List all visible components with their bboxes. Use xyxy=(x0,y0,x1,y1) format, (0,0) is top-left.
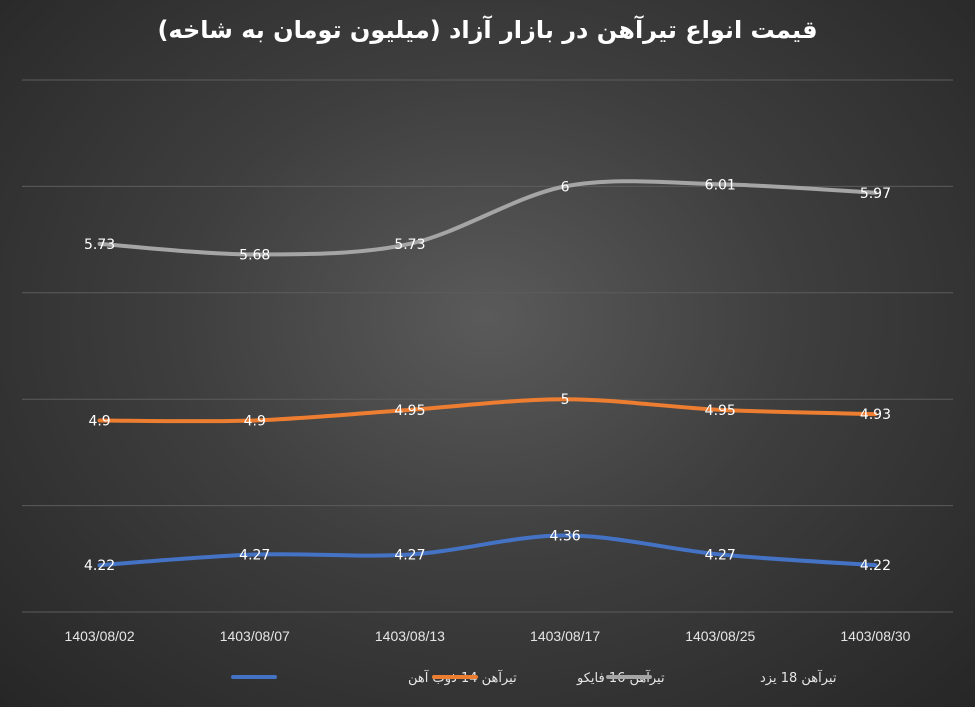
gridlines xyxy=(22,79,953,613)
data-label: 4.93 xyxy=(860,407,891,423)
data-label: 4.27 xyxy=(705,548,736,564)
series-line-3 xyxy=(97,179,878,257)
x-tick-label: 1403/08/25 xyxy=(685,628,755,644)
data-label: 4.9 xyxy=(244,413,266,429)
x-tick-label: 1403/08/13 xyxy=(375,628,445,644)
data-label: 5 xyxy=(561,392,570,408)
series-lines xyxy=(97,179,878,568)
data-label: 5.73 xyxy=(394,237,425,253)
data-label: 6.01 xyxy=(705,177,736,193)
x-tick-label: 1403/08/17 xyxy=(530,628,600,644)
data-label: 4.27 xyxy=(394,548,425,564)
data-labels: 4.22 4.27 4.27 4.36 4.27 4.22 4.9 4.9 4.95 5 4.95 4… xyxy=(84,177,891,574)
x-tick-label: 1403/08/30 xyxy=(840,628,910,644)
legend-label: تیرآهن 18 یزد xyxy=(760,669,837,686)
data-label: 5.68 xyxy=(239,247,270,263)
x-tick-label: 1403/08/02 xyxy=(65,628,135,644)
legend-item-3: تیرآهن 18 یزد xyxy=(606,669,837,686)
data-label: 5.97 xyxy=(860,186,891,202)
x-tick-label: 1403/08/07 xyxy=(220,628,290,644)
data-label: 4.95 xyxy=(394,403,425,419)
series-line-1 xyxy=(97,533,878,568)
series-line-2 xyxy=(97,397,878,424)
data-label: 4.22 xyxy=(84,558,115,574)
x-axis: 1403/08/02 1403/08/07 1403/08/13 1403/08/17… xyxy=(65,628,911,644)
data-label: 4.9 xyxy=(88,413,110,429)
data-label: 5.73 xyxy=(84,237,115,253)
data-label: 4.95 xyxy=(705,403,736,419)
data-label: 4.27 xyxy=(239,548,270,564)
data-label: 4.36 xyxy=(549,528,580,544)
data-label: 6 xyxy=(561,179,570,195)
data-label: 4.22 xyxy=(860,558,891,574)
chart-title: قیمت انواع تیرآهن در بازار آزاد (میلیون … xyxy=(157,16,818,44)
